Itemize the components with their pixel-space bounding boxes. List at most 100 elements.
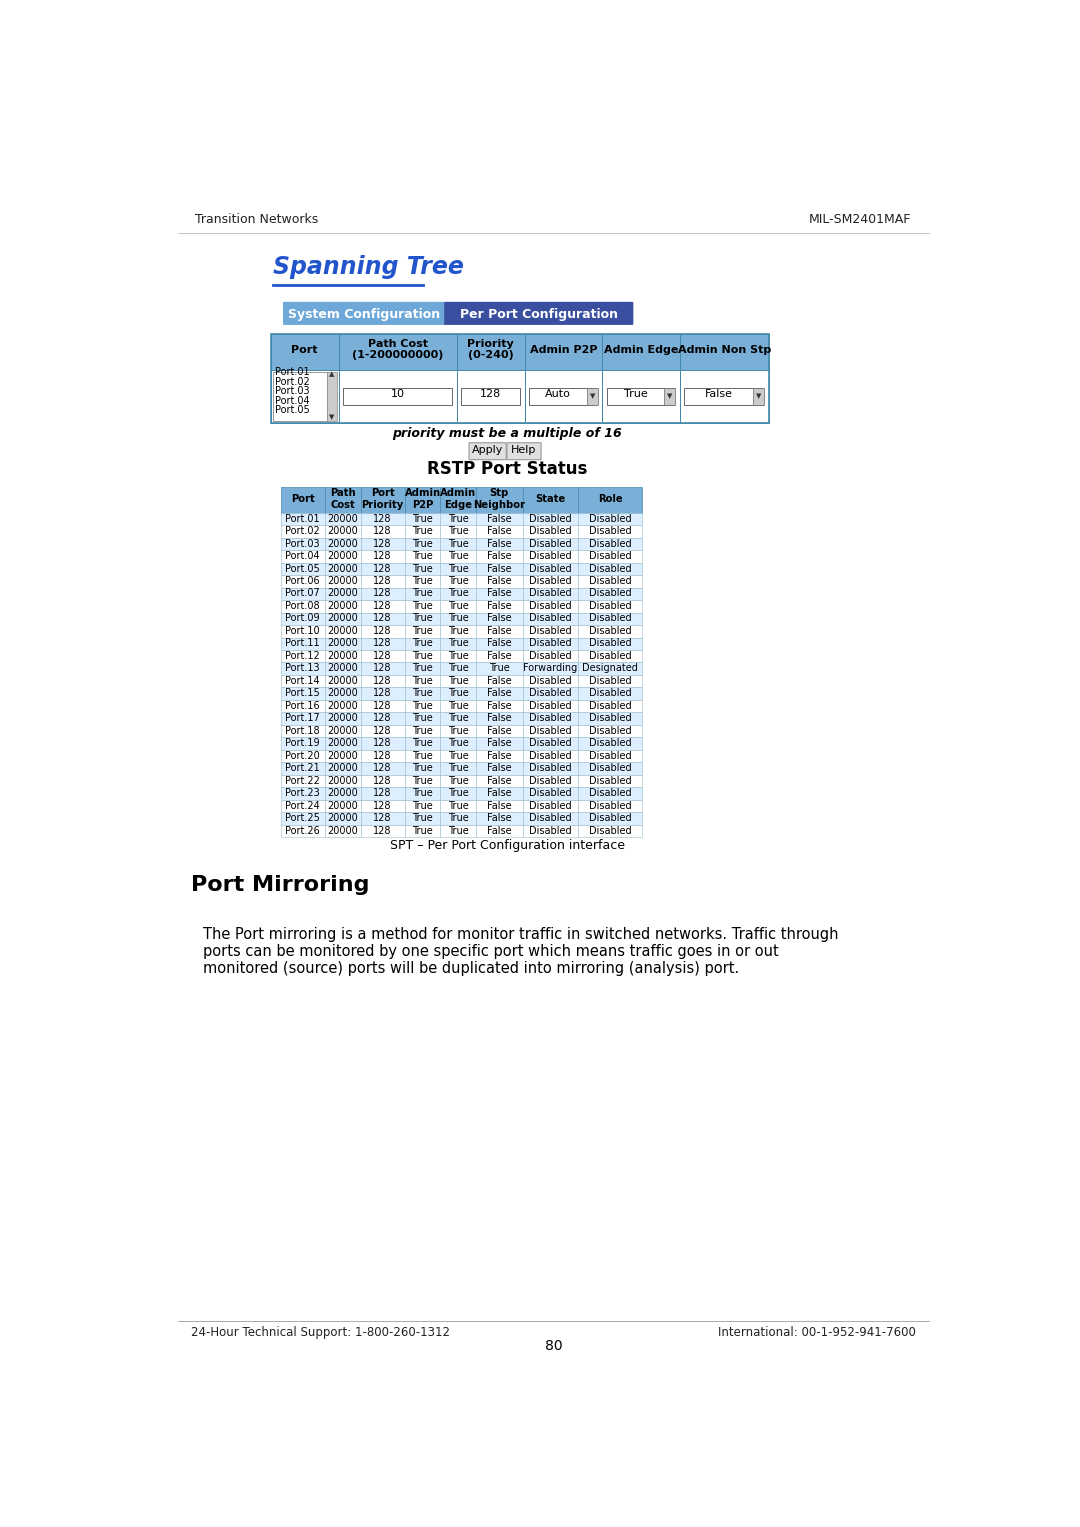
Text: True: True [413,701,433,710]
Text: Apply: Apply [472,446,503,455]
FancyBboxPatch shape [271,370,339,423]
Text: 128: 128 [374,626,392,635]
FancyBboxPatch shape [441,651,476,663]
Text: 20000: 20000 [327,551,359,560]
FancyBboxPatch shape [281,663,325,675]
FancyBboxPatch shape [325,638,361,651]
Text: Port.22: Port.22 [285,776,321,785]
FancyBboxPatch shape [405,562,441,576]
Text: False: False [487,602,512,611]
Text: Port.16: Port.16 [285,701,320,710]
Text: Port.14: Port.14 [285,676,320,686]
FancyBboxPatch shape [523,562,578,576]
Text: Admin P2P: Admin P2P [530,345,597,354]
Text: Disabled: Disabled [529,626,571,635]
FancyBboxPatch shape [281,612,325,625]
Text: Admin Edge: Admin Edge [604,345,678,354]
Text: Port.04: Port.04 [285,551,320,560]
Text: True: True [413,800,433,811]
FancyBboxPatch shape [476,699,523,713]
FancyBboxPatch shape [281,550,325,562]
Text: Port.23: Port.23 [285,788,320,799]
Text: False: False [487,539,512,548]
Text: True: True [489,663,510,673]
Text: Port.07: Port.07 [285,588,320,599]
Text: True: True [448,812,469,823]
Text: True: True [448,576,469,586]
Text: Disabled: Disabled [529,638,571,649]
FancyBboxPatch shape [685,388,762,405]
Text: 128: 128 [374,563,392,574]
Text: True: True [448,663,469,673]
Text: 128: 128 [374,513,392,524]
Text: Disabled: Disabled [529,764,571,773]
Text: 128: 128 [481,389,501,399]
FancyBboxPatch shape [523,638,578,651]
Text: True: True [448,638,469,649]
FancyBboxPatch shape [457,370,525,423]
FancyBboxPatch shape [754,388,765,405]
Text: Disabled: Disabled [529,701,571,710]
FancyBboxPatch shape [441,638,476,651]
FancyBboxPatch shape [361,513,405,525]
FancyBboxPatch shape [523,812,578,825]
Text: False: False [487,725,512,736]
Text: Disabled: Disabled [529,527,571,536]
FancyBboxPatch shape [325,625,361,638]
FancyBboxPatch shape [507,443,541,460]
Text: True: True [413,602,433,611]
Text: SPT – Per Port Configuration interface: SPT – Per Port Configuration interface [390,838,624,852]
FancyBboxPatch shape [578,625,642,638]
Text: Port.06: Port.06 [285,576,320,586]
FancyBboxPatch shape [405,487,441,513]
FancyBboxPatch shape [361,687,405,699]
Text: 128: 128 [374,676,392,686]
FancyBboxPatch shape [361,638,405,651]
FancyBboxPatch shape [578,550,642,562]
Text: False: False [487,551,512,560]
Text: ▲: ▲ [329,371,335,377]
FancyBboxPatch shape [523,725,578,738]
Text: ▼: ▼ [329,414,335,420]
FancyBboxPatch shape [441,725,476,738]
FancyBboxPatch shape [476,588,523,600]
FancyBboxPatch shape [325,600,361,612]
FancyBboxPatch shape [607,388,674,405]
Text: Port.19: Port.19 [285,738,320,748]
Text: 128: 128 [374,701,392,710]
Text: 20000: 20000 [327,725,359,736]
FancyBboxPatch shape [523,788,578,800]
FancyBboxPatch shape [281,675,325,687]
Text: 20000: 20000 [327,776,359,785]
FancyBboxPatch shape [578,800,642,812]
FancyBboxPatch shape [441,550,476,562]
FancyBboxPatch shape [523,538,578,550]
Text: 128: 128 [374,713,392,724]
Text: Disabled: Disabled [529,588,571,599]
Text: 20000: 20000 [327,588,359,599]
FancyBboxPatch shape [476,651,523,663]
Text: 20000: 20000 [327,676,359,686]
Text: Disabled: Disabled [589,751,632,760]
Text: Disabled: Disabled [529,676,571,686]
FancyBboxPatch shape [441,538,476,550]
Text: Disabled: Disabled [589,602,632,611]
Text: Admin
P2P: Admin P2P [405,489,441,510]
FancyBboxPatch shape [523,588,578,600]
FancyBboxPatch shape [361,600,405,612]
FancyBboxPatch shape [405,513,441,525]
Text: Port.04: Port.04 [275,395,310,406]
FancyBboxPatch shape [325,588,361,600]
Text: 20000: 20000 [327,738,359,748]
FancyBboxPatch shape [281,825,325,837]
Text: Path
Cost: Path Cost [329,489,355,510]
FancyBboxPatch shape [441,487,476,513]
Text: 20000: 20000 [327,513,359,524]
FancyBboxPatch shape [523,663,578,675]
FancyBboxPatch shape [441,513,476,525]
Text: True: True [448,614,469,623]
Text: Disabled: Disabled [589,638,632,649]
FancyBboxPatch shape [361,588,405,600]
FancyBboxPatch shape [325,699,361,713]
Text: True: True [448,551,469,560]
